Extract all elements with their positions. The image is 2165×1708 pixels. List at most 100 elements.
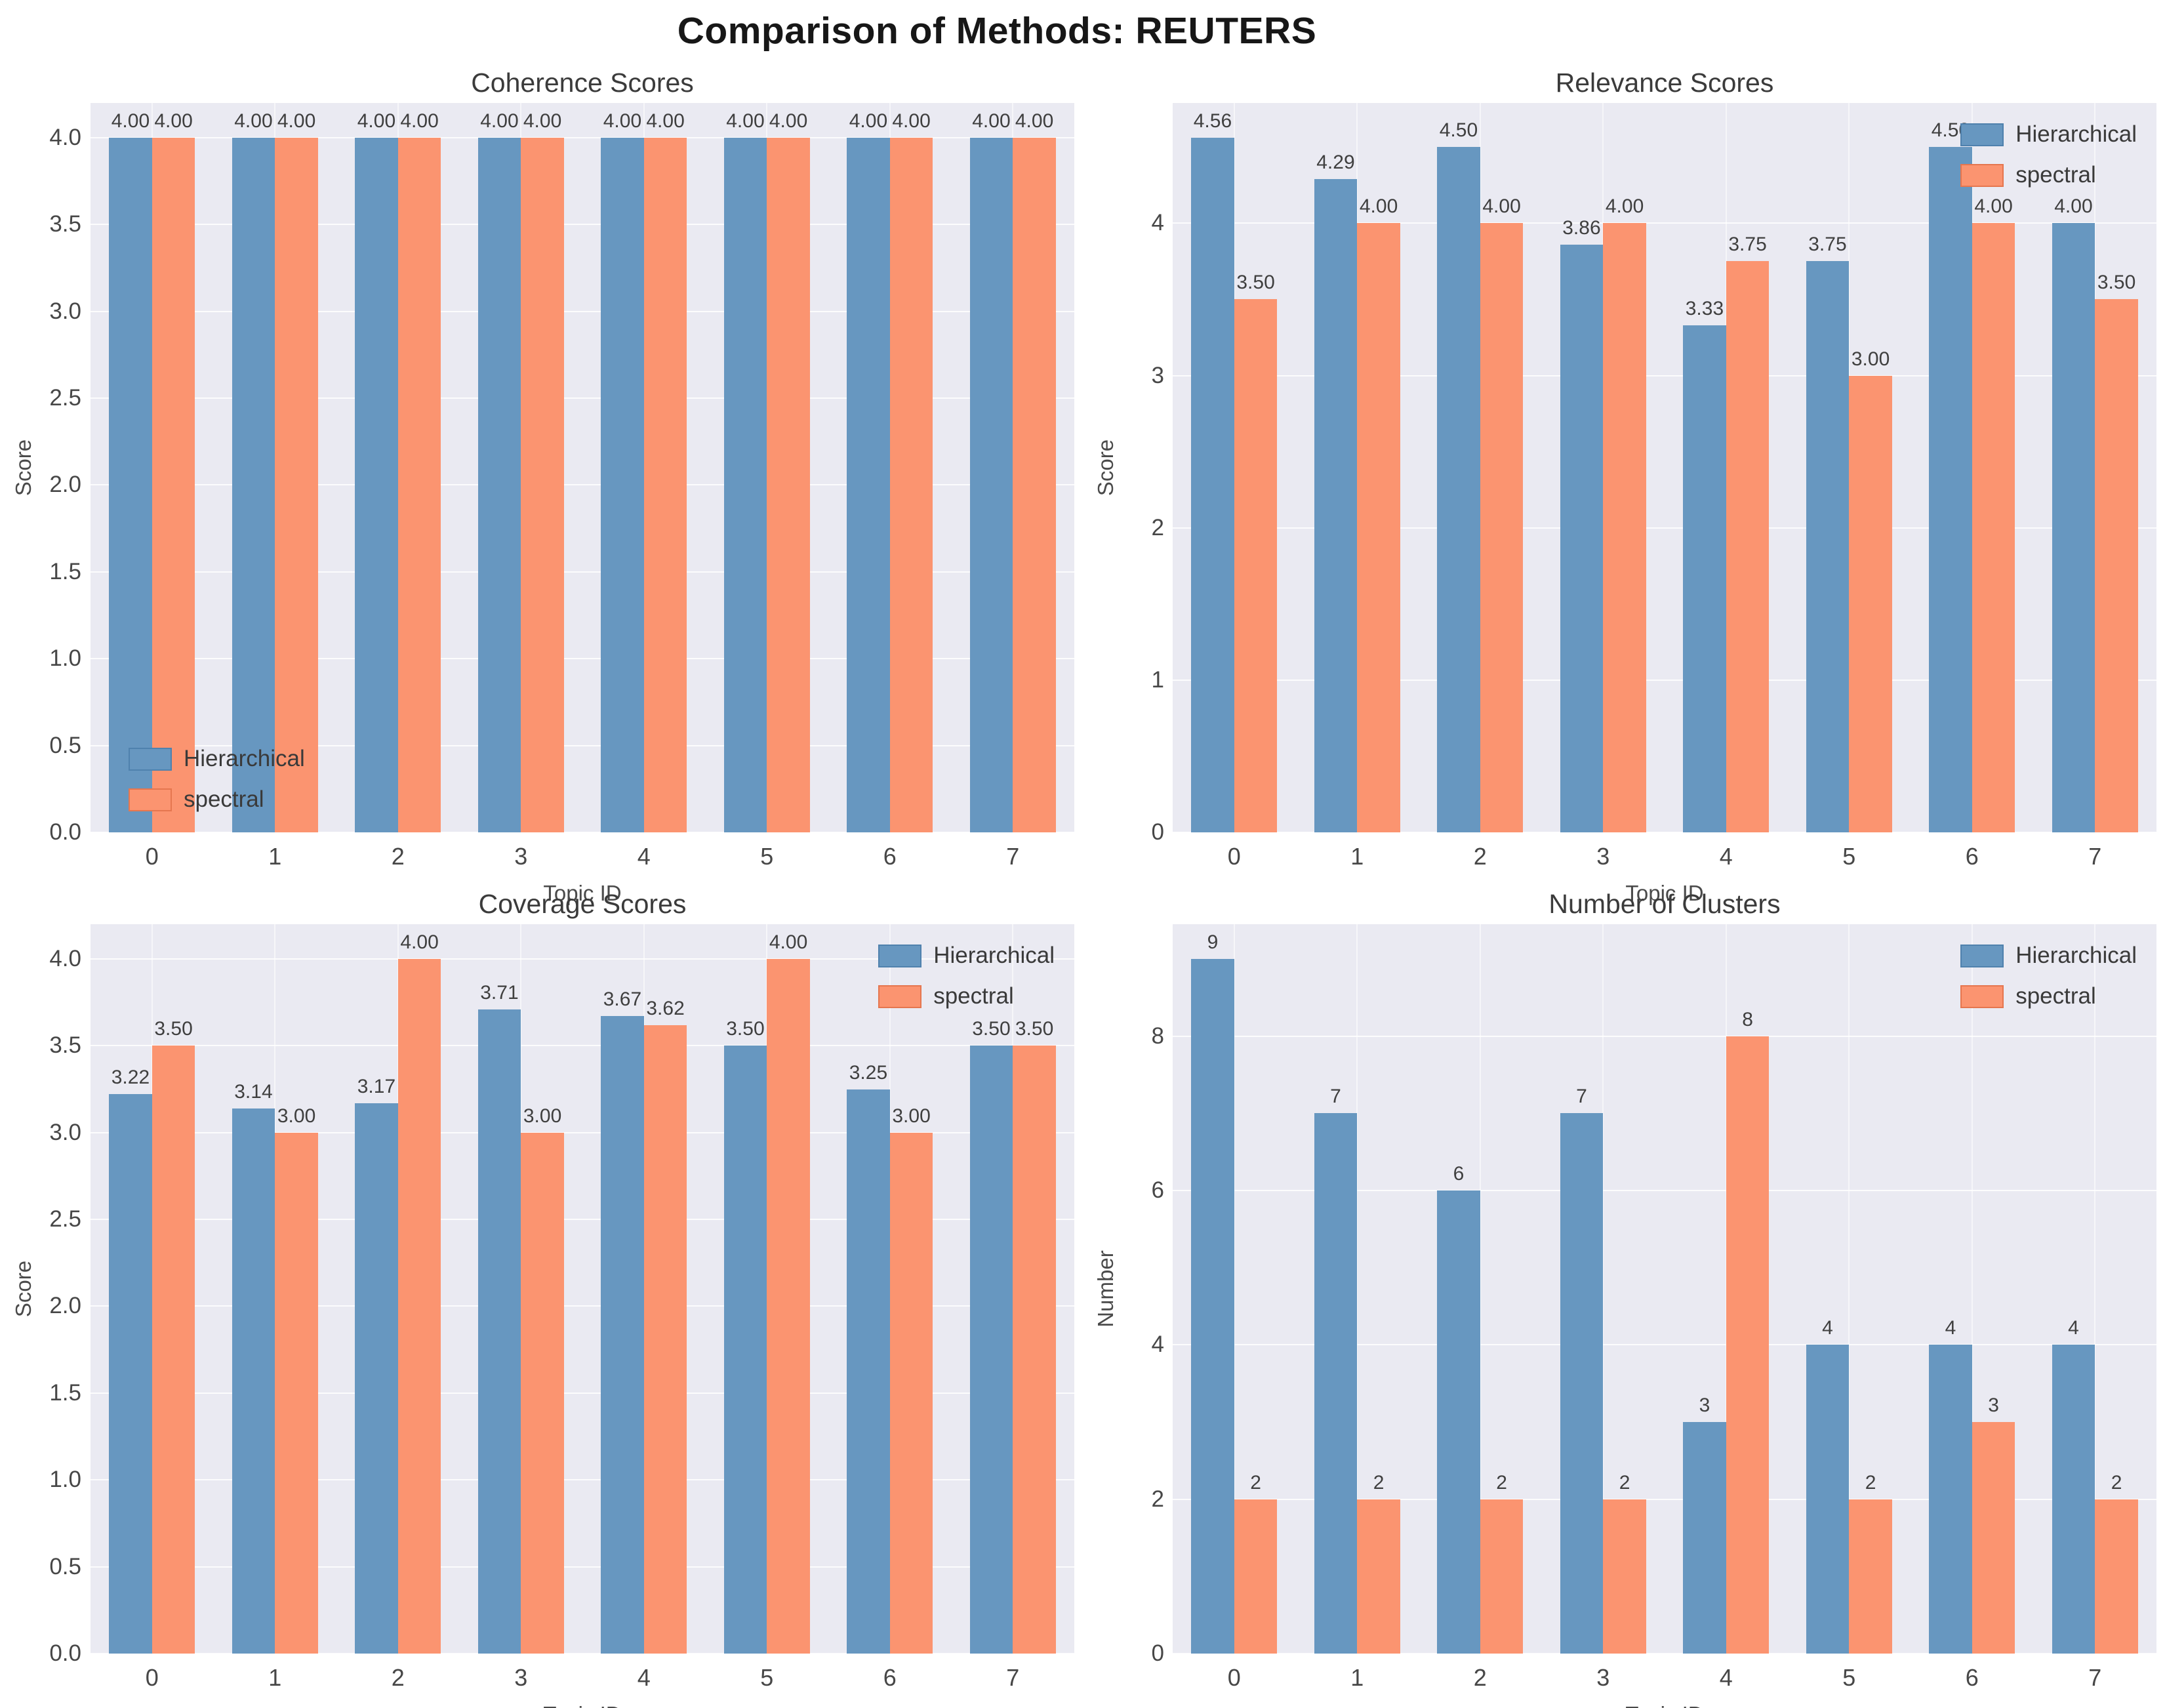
bar-spectral: [889, 137, 933, 832]
v-gridline: [1356, 924, 1358, 1654]
bar-hierarchical: [1560, 244, 1604, 832]
bar-spectral: [1234, 299, 1278, 832]
x-tick-label: 4: [1719, 1664, 1733, 1691]
plot-area-relevance: 4.56 3.50 4.29 4.00 4.50 4.00 3.86 4.00 3.33 3.75…: [1173, 103, 2156, 833]
y-tick-label: 0.5: [49, 1553, 81, 1579]
bar-value-label: 8: [1742, 1008, 1753, 1030]
bar-value-label: 4.00: [111, 110, 150, 132]
bar-spectral: [1849, 1499, 1892, 1654]
x-tick-label: 2: [391, 843, 405, 870]
bar-value-label: 4.00: [1015, 110, 1054, 132]
bar-value-label: 3.86: [1562, 216, 1601, 239]
bar-value-label: 2: [1619, 1471, 1630, 1494]
bar-hierarchical: [1806, 1345, 1850, 1654]
bar-hierarchical: [1191, 138, 1234, 832]
x-tick-label: 6: [1965, 843, 1979, 870]
v-gridline: [2094, 924, 2096, 1654]
x-tick-label: 7: [1006, 843, 1020, 870]
legend: Hierarchical spectral: [129, 746, 305, 813]
bar-spectral: [2095, 1499, 2138, 1654]
h-gridline: [1173, 222, 2156, 224]
bar-value-label: 3.50: [2097, 272, 2136, 294]
y-tick-label: 2: [1151, 1486, 1164, 1512]
y-tick-label: 2: [1151, 514, 1164, 540]
x-tick-label: 5: [1842, 843, 1856, 870]
bar-value-label: 7: [1576, 1086, 1587, 1108]
y-tick-label: 3: [1151, 362, 1164, 388]
legend-swatch-spectral: [1960, 163, 2004, 187]
bar-hierarchical: [109, 1094, 152, 1654]
h-gridline: [91, 1131, 1074, 1133]
y-tick-label: 3.5: [49, 1032, 81, 1059]
bar-spectral: [889, 1132, 933, 1654]
h-gridline: [91, 658, 1074, 660]
y-tick-label: 4.0: [49, 124, 81, 150]
y-axis-label: Score: [1093, 439, 1118, 497]
h-gridline: [1173, 1498, 2156, 1500]
bar-hierarchical: [1437, 147, 1480, 832]
y-tick-label: 3.5: [49, 211, 81, 237]
bar-spectral: [275, 137, 318, 832]
bar-spectral: [1849, 375, 1892, 832]
bar-hierarchical: [1806, 261, 1850, 832]
bar-hierarchical: [1191, 958, 1234, 1654]
bar-value-label: 4.00: [972, 110, 1011, 132]
bar-value-label: 3.50: [1015, 1018, 1054, 1040]
panel-title: Relevance Scores: [1555, 68, 1774, 98]
bar-value-label: 3.62: [646, 997, 685, 1019]
legend-swatch-hierarchical: [129, 747, 172, 771]
y-tick-label: 1.5: [49, 558, 81, 584]
bar-value-label: 3.50: [1236, 272, 1275, 294]
bar-value-label: 3.25: [849, 1061, 888, 1084]
bar-value-label: 3.33: [1685, 297, 1724, 319]
bar-value-label: 3.00: [277, 1105, 316, 1127]
h-gridline: [1173, 1344, 2156, 1346]
v-gridline: [1233, 924, 1235, 1654]
bar-value-label: 2: [1496, 1471, 1507, 1494]
bar-value-label: 4.00: [603, 110, 642, 132]
bar-hierarchical: [1437, 1190, 1480, 1654]
legend-row: spectral: [129, 786, 305, 813]
legend-swatch-hierarchical: [1960, 944, 2004, 967]
x-tick-label: 4: [1719, 843, 1733, 870]
legend-label: Hierarchical: [2015, 121, 2137, 147]
bar-spectral: [397, 958, 441, 1654]
legend-row: spectral: [878, 983, 1055, 1009]
bar-value-label: 4.00: [234, 110, 273, 132]
bar-value-label: 4.00: [769, 110, 808, 132]
y-axis-label: Score: [11, 439, 35, 497]
bar-value-label: 4.00: [726, 110, 765, 132]
bar-spectral: [397, 137, 441, 832]
bar-value-label: 3.71: [480, 981, 519, 1004]
bar-value-label: 4.00: [892, 110, 931, 132]
bar-hierarchical: [232, 1108, 275, 1654]
bar-hierarchical: [232, 137, 275, 832]
bar-spectral: [152, 137, 195, 832]
bar-spectral: [1234, 1499, 1278, 1654]
bar-value-label: 3.00: [1851, 348, 1890, 370]
y-tick-label: 1.0: [49, 645, 81, 672]
x-tick-label: 2: [391, 1664, 405, 1691]
x-tick-label: 3: [514, 843, 528, 870]
x-tick-label: 1: [268, 843, 282, 870]
h-gridline: [91, 958, 1074, 960]
bar-value-label: 3.22: [111, 1067, 150, 1089]
panel-relevance-scores: Relevance Scores 4.56 3.50 4.29 4.00 4.50 4.0…: [1082, 62, 2165, 905]
bar-hierarchical: [723, 1046, 767, 1654]
y-tick-label: 1.5: [49, 1379, 81, 1406]
bar-spectral: [275, 1132, 318, 1654]
v-gridline: [1848, 924, 1850, 1654]
x-tick-label: 0: [1227, 843, 1241, 870]
y-tick-label: 8: [1151, 1023, 1164, 1049]
bar-value-label: 3.67: [603, 988, 642, 1011]
legend-row: Hierarchical: [129, 746, 305, 772]
legend-label: spectral: [184, 786, 264, 812]
bar-value-label: 4.00: [2054, 195, 2093, 218]
y-tick-label: 3.0: [49, 298, 81, 324]
x-tick-label: 7: [1006, 1664, 1020, 1691]
legend: Hierarchical spectral: [1960, 943, 2137, 1009]
legend-label: Hierarchical: [184, 746, 305, 771]
bar-hierarchical: [847, 137, 890, 832]
bar-spectral: [1972, 223, 2015, 832]
